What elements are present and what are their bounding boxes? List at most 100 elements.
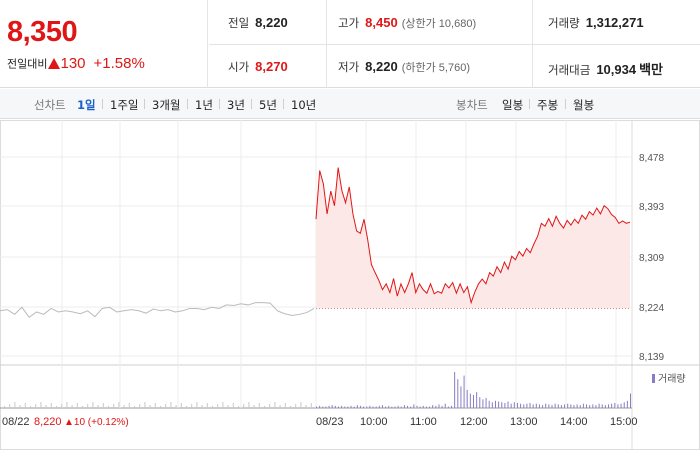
low-cell: 저가 8,220 (하한가 5,760): [338, 59, 470, 75]
high-label: 고가: [338, 16, 360, 30]
y-tick-label: 8,139: [639, 352, 664, 363]
period-5y[interactable]: 5년: [259, 98, 277, 112]
period-1d[interactable]: 1일: [77, 98, 96, 112]
volume-bar: [378, 405, 380, 408]
volume-bar: [369, 405, 371, 408]
prev-volume-bar: [222, 402, 224, 408]
volume-bar: [595, 405, 597, 408]
low-value: 8,220: [365, 59, 398, 74]
volume-bar: [488, 400, 490, 408]
volume-bar: [501, 402, 503, 408]
volume-bar: [516, 402, 518, 408]
candle-daily[interactable]: 일봉: [502, 98, 524, 112]
prev-volume-bar: [108, 406, 109, 408]
volume-bar: [451, 405, 453, 408]
toolbar-separator: [219, 99, 220, 109]
volume-bar: [586, 404, 588, 408]
volume-bar: [626, 400, 628, 408]
volume-bar: [473, 395, 474, 408]
volume-bar: [344, 406, 346, 408]
volume-bar: [460, 386, 462, 408]
prev-volume-bar: [175, 405, 177, 408]
prev-volume-bar: [305, 405, 307, 408]
volume-bar: [466, 390, 468, 408]
prev-volume-bar: [238, 406, 239, 408]
high-cell: 고가 8,450 (상한가 10,680): [338, 15, 476, 31]
info-col-divider: [326, 0, 327, 88]
x-tick-label: 13:00: [510, 416, 538, 428]
prev-volume-bar: [170, 402, 172, 408]
volume-bar: [476, 392, 478, 408]
current-price: 8,350: [7, 16, 78, 48]
open-value: 8,270: [255, 59, 288, 74]
x-tick-label: 11:00: [410, 416, 437, 428]
upper-limit: (상한가 10,680): [401, 18, 477, 30]
prev-volume-bar: [144, 402, 146, 408]
prev-volume-bar: [19, 405, 21, 408]
volume-value: 1,312,271: [585, 15, 644, 30]
prev-volume-bar: [196, 402, 198, 408]
prev-volume-bar: [191, 404, 193, 408]
prev-volume-bar: [160, 406, 161, 408]
x-tick-label: 14:00: [560, 416, 588, 428]
period-3y[interactable]: 3년: [227, 98, 245, 112]
volume-bar: [388, 405, 390, 408]
prev-volume-bar: [97, 405, 99, 408]
volume-bar: [548, 404, 550, 408]
period-1y[interactable]: 1년: [195, 98, 213, 112]
prev-volume-bar: [82, 406, 83, 408]
volume-bar: [579, 405, 581, 408]
volume-bar: [372, 406, 374, 408]
volume-bar: [422, 405, 424, 408]
volume-bar: [381, 405, 383, 408]
period-10y[interactable]: 10년: [291, 98, 317, 112]
prev-volume-bar: [92, 402, 94, 408]
prev-day-date-label: 08/22: [2, 416, 30, 428]
prev-volume-bar: [61, 404, 63, 408]
candle-weekly[interactable]: 주봉: [537, 98, 559, 112]
volume-bar: [491, 402, 493, 408]
volume-bar: [510, 403, 512, 408]
period-3m[interactable]: 3개월: [152, 98, 181, 112]
prev-volume-bar: [258, 403, 260, 408]
volume-bar: [611, 403, 613, 408]
prev-volume-bar: [56, 406, 57, 408]
candle-monthly[interactable]: 월봉: [573, 98, 595, 112]
volume-bar: [532, 404, 534, 408]
period-1w[interactable]: 1주일: [110, 98, 139, 112]
x-tick-label: 15:00: [610, 416, 638, 428]
info-col-divider: [532, 0, 533, 88]
volume-bar: [601, 404, 603, 408]
volume-bar: [469, 393, 471, 408]
volume-bar: [419, 406, 421, 408]
volume-cell: 거래량 1,312,271: [548, 15, 644, 31]
volume-bar: [538, 404, 540, 408]
volume-bar: [375, 406, 377, 408]
volume-bar: [479, 397, 481, 408]
volume-bar: [359, 405, 361, 408]
volume-bar: [444, 403, 446, 408]
volume-legend-label: 거래량: [658, 373, 686, 385]
prev-volume-bar: [123, 405, 125, 408]
volume-bar: [328, 405, 330, 408]
volume-bar: [576, 404, 578, 408]
volume-bar: [363, 406, 365, 408]
volume-bar: [498, 401, 500, 408]
volume-bar: [331, 405, 333, 408]
prev-volume-bar: [186, 406, 187, 408]
open-cell: 시가 8,270: [228, 59, 288, 75]
prev-volume-bar: [269, 404, 271, 408]
volume-bar: [347, 406, 349, 408]
prev-volume-bar: [14, 402, 16, 408]
volume-bar: [325, 406, 327, 408]
low-label: 저가: [338, 60, 360, 74]
change-row: 전일대비 130 +1.58%: [7, 53, 145, 72]
volume-bar: [570, 404, 572, 408]
prev-volume-bar: [264, 406, 265, 408]
toolbar-separator: [565, 99, 566, 109]
volume-bar: [319, 405, 321, 408]
volume-bar: [523, 404, 525, 408]
prev-volume-bar: [113, 404, 115, 408]
prev-volume-bar: [212, 406, 213, 408]
high-value: 8,450: [365, 15, 398, 30]
